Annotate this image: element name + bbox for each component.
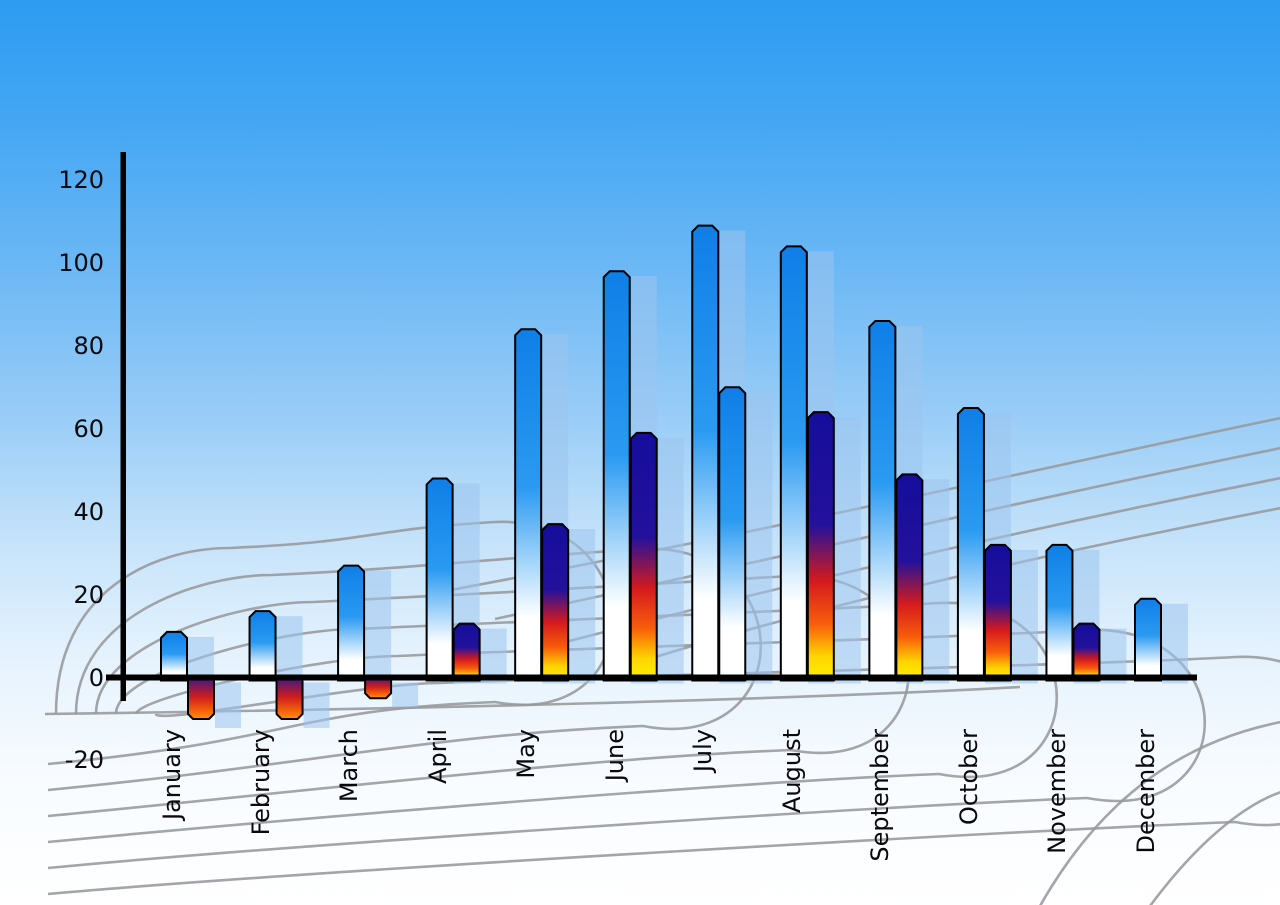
x-tick-label-may: May: [512, 729, 541, 779]
shadow-february-primary: [276, 616, 303, 684]
x-tick-label-january: January: [158, 729, 186, 820]
bar-november-primary: [1045, 543, 1074, 682]
y-tick-label-20: 20: [73, 580, 104, 609]
bar-august-primary: [779, 245, 808, 682]
bar-march-primary: [337, 564, 366, 682]
grid-curve-2: [47, 574, 910, 818]
grid-curve-12: [1149, 790, 1280, 905]
bar-april-primary: [425, 477, 454, 682]
y-axis-line: [120, 152, 126, 701]
y-tick-label-120: 120: [58, 166, 104, 194]
shadow-february-secondary: [303, 682, 330, 728]
shadow-september-secondary: [923, 479, 950, 684]
x-tick-label-march: March: [335, 729, 364, 803]
y-tick-label-0: 0: [88, 663, 104, 692]
bar-november-secondary: [1072, 622, 1101, 682]
y-tick-label-40: 40: [73, 497, 104, 526]
x-tick-label-october: October: [954, 729, 983, 826]
x-tick-label-april: April: [423, 729, 452, 784]
bar-february-primary: [248, 610, 277, 682]
bar-july-primary: [691, 224, 720, 682]
grid-curve-5: [47, 655, 1280, 896]
y-tick-label--20: -20: [64, 746, 104, 775]
shadow-april-secondary: [480, 628, 507, 684]
y-tick-label-100: 100: [58, 248, 104, 277]
shadow-january-secondary: [215, 682, 241, 728]
x-tick-label-september: September: [866, 729, 895, 862]
x-tick-label-february: February: [246, 729, 275, 836]
bar-may-secondary: [541, 523, 570, 682]
shadow-march-primary: [365, 570, 392, 684]
bar-january-primary: [160, 630, 188, 682]
bar-august-secondary: [806, 411, 835, 682]
shadow-march-secondary: [392, 682, 419, 708]
bar-october-secondary: [983, 543, 1012, 682]
shadow-june-secondary: [657, 437, 684, 684]
shadow-november-secondary: [1100, 628, 1127, 684]
x-tick-label-july: July: [689, 729, 718, 773]
bar-june-primary: [602, 270, 631, 682]
x-tick-label-november: November: [1043, 729, 1072, 854]
shadow-october-secondary: [1011, 549, 1038, 684]
bar-july-secondary: [718, 386, 747, 682]
shadow-may-secondary: [569, 529, 596, 684]
shadow-july-secondary: [746, 392, 773, 684]
x-tick-label-december: December: [1131, 729, 1160, 854]
bar-june-secondary: [629, 431, 658, 682]
x-tick-label-june: June: [600, 729, 629, 782]
bar-february-secondary: [275, 674, 304, 720]
bar-september-secondary: [895, 473, 924, 682]
grid-curve-11: [1039, 720, 1280, 905]
shadow-august-secondary: [834, 417, 861, 684]
bar-january-secondary: [187, 674, 215, 720]
bar-october-primary: [956, 407, 985, 682]
bar-april-secondary: [452, 622, 481, 682]
y-tick-label-60: 60: [73, 414, 104, 443]
shadow-december-primary: [1161, 603, 1188, 684]
y-tick-label-80: 80: [73, 331, 104, 360]
x-axis-line: [106, 674, 1197, 681]
bar-september-primary: [868, 319, 897, 682]
bar-december-primary: [1133, 597, 1162, 682]
bar-may-primary: [514, 328, 543, 682]
x-tick-label-august: August: [777, 729, 806, 813]
